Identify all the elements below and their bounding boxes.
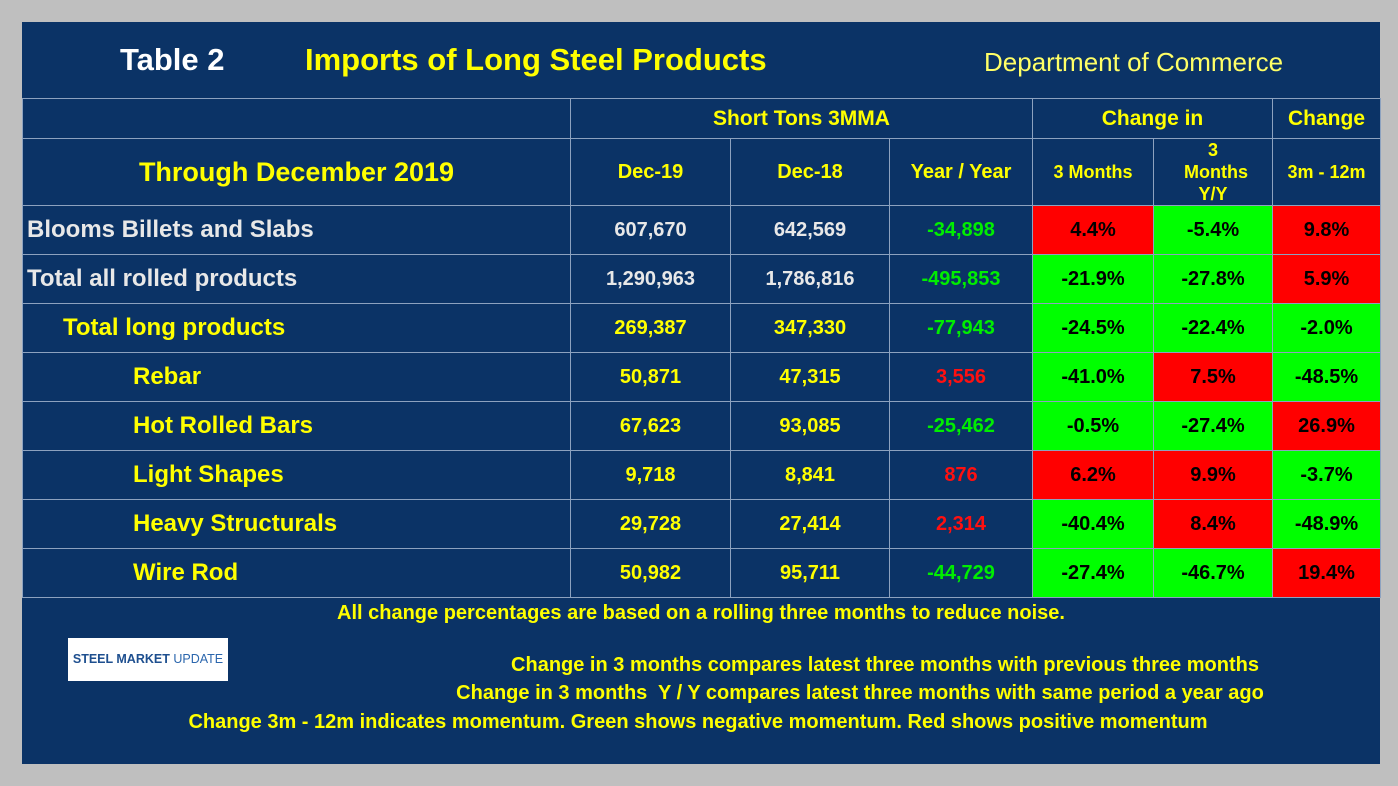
- cell: 3,556: [889, 352, 1033, 402]
- data-row: Hot Rolled Bars 67,623 93,085 -25,462 -0.5% -…: [22, 401, 1382, 451]
- cell: -495,853: [889, 254, 1033, 304]
- cell: 19.4%: [1272, 548, 1382, 598]
- column-header: Year / Year: [889, 138, 1033, 206]
- row-label: Total long products: [22, 303, 571, 353]
- cell: -48.9%: [1272, 499, 1382, 549]
- column-header: Dec-18: [730, 138, 890, 206]
- cell: -5.4%: [1152, 205, 1274, 255]
- cell: 9.9%: [1152, 450, 1274, 500]
- row-label: Heavy Structurals: [22, 499, 571, 549]
- cell: -0.5%: [1032, 401, 1154, 451]
- logo-text: STEEL MARKET: [72, 652, 170, 666]
- data-table: Short Tons 3MMA Change in Change Through De…: [22, 98, 1382, 598]
- cell: 47,315: [730, 352, 890, 402]
- cell: -48.5%: [1272, 352, 1382, 402]
- data-row: Rebar 50,871 47,315 3,556 -41.0% 7.5% -48.5%: [22, 352, 1382, 402]
- cell: -77,943: [889, 303, 1033, 353]
- cell: 27,414: [730, 499, 890, 549]
- title: Imports of Long Steel Products: [305, 42, 767, 77]
- cell: 876: [889, 450, 1033, 500]
- cell: -27.4%: [1152, 401, 1274, 451]
- cell: 9,718: [570, 450, 731, 500]
- cell: -41.0%: [1032, 352, 1154, 402]
- cell: 26.9%: [1272, 401, 1382, 451]
- group-header: Change in: [1031, 98, 1274, 139]
- cell: 95,711: [730, 548, 890, 598]
- cell: 1,290,963: [570, 254, 731, 304]
- cell: -25,462: [889, 401, 1033, 451]
- data-row: Total all rolled products 1,290,963 1,786,…: [22, 254, 1382, 304]
- column-header: Through December 2019: [22, 138, 571, 206]
- cell: -22.4%: [1152, 303, 1274, 353]
- data-row: Blooms Billets and Slabs 607,670 642,569 -3…: [22, 205, 1382, 255]
- note: Change in 3 months Y / Y compares latest…: [456, 682, 1264, 704]
- cell: -24.5%: [1032, 303, 1154, 353]
- column-header: 3m - 12m: [1272, 138, 1382, 206]
- cell: 347,330: [730, 303, 890, 353]
- logo-text: UPDATE: [173, 652, 224, 666]
- cell: 29,728: [570, 499, 731, 549]
- cell: -46.7%: [1152, 548, 1274, 598]
- cell: -27.4%: [1032, 548, 1154, 598]
- table-number: Table 2: [120, 42, 225, 77]
- cell: 607,670: [570, 205, 731, 255]
- row-label: Hot Rolled Bars: [22, 401, 571, 451]
- cell: 9.8%: [1272, 205, 1382, 255]
- cell: 8,841: [730, 450, 890, 500]
- cell: -3.7%: [1272, 450, 1382, 500]
- row-label: Wire Rod: [22, 548, 571, 598]
- cell: -2.0%: [1272, 303, 1382, 353]
- cell: 1,786,816: [730, 254, 890, 304]
- header-row: Through December 2019 Dec-19 Dec-18 Year / …: [22, 138, 1382, 206]
- header-row: Short Tons 3MMA Change in Change: [22, 98, 1382, 139]
- data-row: Heavy Structurals 29,728 27,414 2,314 -40.4%…: [22, 499, 1382, 549]
- cell: 269,387: [570, 303, 731, 353]
- data-row: Total long products 269,387 347,330 -77,943…: [22, 303, 1382, 353]
- cell: 50,982: [570, 548, 731, 598]
- cell: -40.4%: [1032, 499, 1154, 549]
- cell: 5.9%: [1272, 254, 1382, 304]
- note: Change in 3 months compares latest three…: [511, 654, 1259, 676]
- cell: 6.2%: [1032, 450, 1154, 500]
- row-label: Light Shapes: [22, 450, 571, 500]
- column-header: Dec-19: [570, 138, 731, 206]
- cell: 50,871: [570, 352, 731, 402]
- note: All change percentages are based on a ro…: [337, 602, 1065, 624]
- cell: 8.4%: [1152, 499, 1274, 549]
- column-header: 3 Months: [1032, 138, 1154, 206]
- data-row: Wire Rod 50,982 95,711 -44,729 -27.4% -46.7% 1…: [22, 548, 1382, 598]
- logo: STEEL MARKET UPDATE: [68, 638, 228, 681]
- group-header: Short Tons 3MMA: [570, 98, 1033, 139]
- cell: -27.8%: [1152, 254, 1274, 304]
- source: Department of Commerce: [984, 47, 1284, 77]
- cell: -21.9%: [1032, 254, 1154, 304]
- note: Change 3m - 12m indicates momentum. Gree…: [188, 711, 1208, 733]
- row-label: Total all rolled products: [22, 254, 571, 304]
- cell: -44,729: [889, 548, 1033, 598]
- column-header: 3 Months Y/Y: [1152, 138, 1274, 206]
- header-cell: [22, 98, 571, 139]
- cell: 93,085: [730, 401, 890, 451]
- cell: 4.4%: [1032, 205, 1154, 255]
- cell: 67,623: [570, 401, 731, 451]
- data-row: Light Shapes 9,718 8,841 876 6.2% 9.9% -3.7%: [22, 450, 1382, 500]
- cell: 642,569: [730, 205, 890, 255]
- row-label: Blooms Billets and Slabs: [22, 205, 571, 255]
- cell: 2,314: [889, 499, 1033, 549]
- group-header: Change: [1272, 98, 1382, 139]
- cell: -34,898: [889, 205, 1033, 255]
- cell: 7.5%: [1152, 352, 1274, 402]
- row-label: Rebar: [22, 352, 571, 402]
